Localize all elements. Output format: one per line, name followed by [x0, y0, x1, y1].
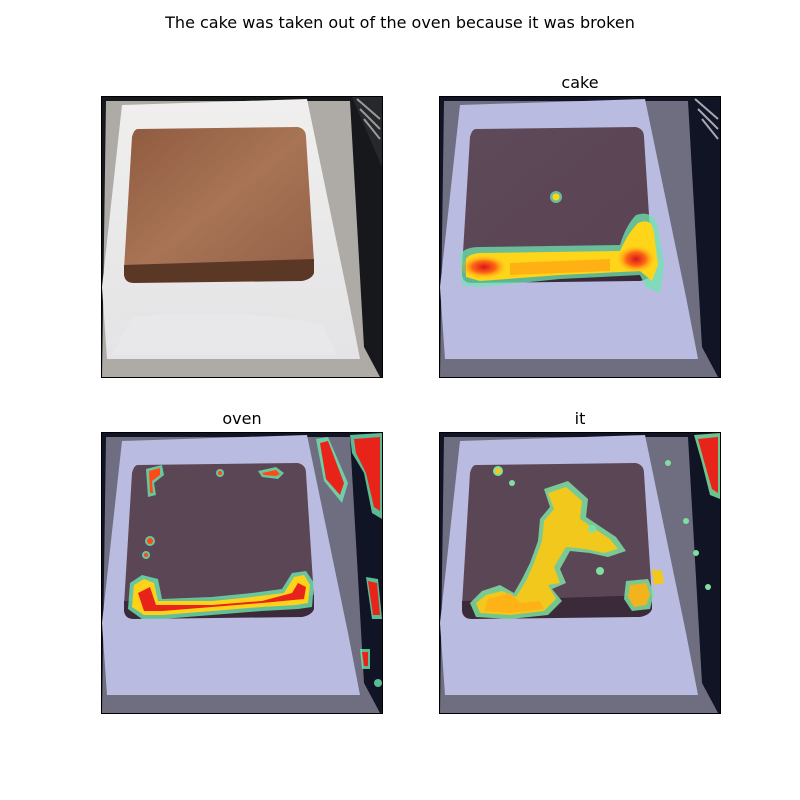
panel-cake-heatmap — [439, 96, 721, 378]
panel-title-oven: oven — [222, 409, 262, 428]
panel-original-image — [101, 96, 383, 378]
panel-it-heatmap — [439, 432, 721, 714]
cake-photo-heatmap-oven — [102, 433, 382, 713]
cake-photo-original — [102, 97, 382, 377]
panel-title-cake: cake — [561, 73, 599, 92]
cake-photo-heatmap-cake — [440, 97, 720, 377]
figure-title: The cake was taken out of the oven becau… — [165, 13, 635, 32]
panel-oven-heatmap — [101, 432, 383, 714]
panel-title-it: it — [574, 409, 586, 428]
cake-photo-heatmap-it — [440, 433, 720, 713]
